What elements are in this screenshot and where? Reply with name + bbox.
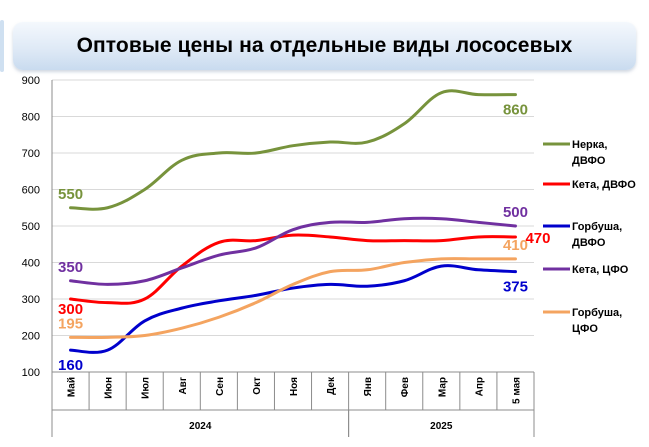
x-tick-label: Янв xyxy=(363,377,374,396)
title-banner: Оптовые цены на отдельные виды лососевых xyxy=(13,22,636,70)
data-label: 500 xyxy=(503,204,528,221)
y-tick-label: 600 xyxy=(22,185,40,197)
legend-entry: Горбуша, ДВФО xyxy=(572,221,622,249)
x-tick-label: Дек xyxy=(326,376,337,395)
x-tick-label: Фев xyxy=(400,377,411,397)
data-label: 550 xyxy=(58,186,83,203)
x-tick-label: Июл xyxy=(141,377,152,399)
left-decorative-strip xyxy=(0,20,4,72)
y-tick-label: 900 xyxy=(22,75,40,87)
x-axis: 2024 2025 Май Июн Июл Авг Сен Окт Ноя Дек Янв Фев Ма… xyxy=(51,372,535,437)
x-tick-label: Окт xyxy=(252,377,263,395)
year-label: 2025 xyxy=(430,421,453,432)
y-tick-label: 500 xyxy=(22,221,40,233)
x-tick-label: Авг xyxy=(178,377,189,395)
data-label: 160 xyxy=(58,357,83,374)
series-line-2 xyxy=(69,264,517,354)
x-tick-label: Апр xyxy=(474,377,485,396)
x-tick-label: Ноя xyxy=(289,377,300,396)
x-tick-label: Май xyxy=(67,377,78,397)
series-line-0 xyxy=(69,89,517,211)
y-tick-label: 700 xyxy=(22,148,40,160)
series-line-3 xyxy=(69,216,517,286)
x-tick-label: Сен xyxy=(215,377,226,396)
x-tick-label: Мар xyxy=(437,377,448,397)
year-label: 2024 xyxy=(189,421,212,432)
data-label: 195 xyxy=(58,315,83,332)
data-label: 300 xyxy=(58,301,83,318)
series-line-1 xyxy=(69,233,517,305)
y-tick-label: 800 xyxy=(22,112,40,124)
data-label: 350 xyxy=(58,259,83,276)
legend-entry: Нерка, ДВФО xyxy=(572,139,607,167)
y-tick-label: 200 xyxy=(22,331,40,343)
y-axis-ticks: 100 200 300 400 500 600 700 800 900 xyxy=(22,75,40,379)
y-tick-label: 300 xyxy=(22,294,40,306)
legend-entry: Горбуша, ЦФО xyxy=(572,307,622,335)
chart-title: Оптовые цены на отдельные виды лососевых xyxy=(76,34,573,57)
x-tick-label: Июн xyxy=(104,377,115,399)
data-label: 375 xyxy=(503,279,528,296)
series-lines xyxy=(69,89,517,354)
legend-entry: Кета, ЦФО xyxy=(572,264,629,276)
data-label: 860 xyxy=(503,102,528,119)
x-tick-label: 5 мая xyxy=(511,377,522,404)
y-tick-label: 400 xyxy=(22,258,40,270)
legend-entry: Кета, ДВФО xyxy=(572,179,636,191)
grid-lines xyxy=(51,79,534,373)
legend: Нерка, ДВФО Кета, ДВФО Горбуша, ДВФО Кета, ЦФ… xyxy=(543,139,636,335)
y-tick-label: 100 xyxy=(22,367,40,379)
data-label: 410 xyxy=(503,237,528,254)
series-line-4 xyxy=(69,257,517,339)
data-labels: 550 860 300 470 160 375 350 500 195 410 xyxy=(58,102,550,375)
data-label: 470 xyxy=(525,230,550,247)
